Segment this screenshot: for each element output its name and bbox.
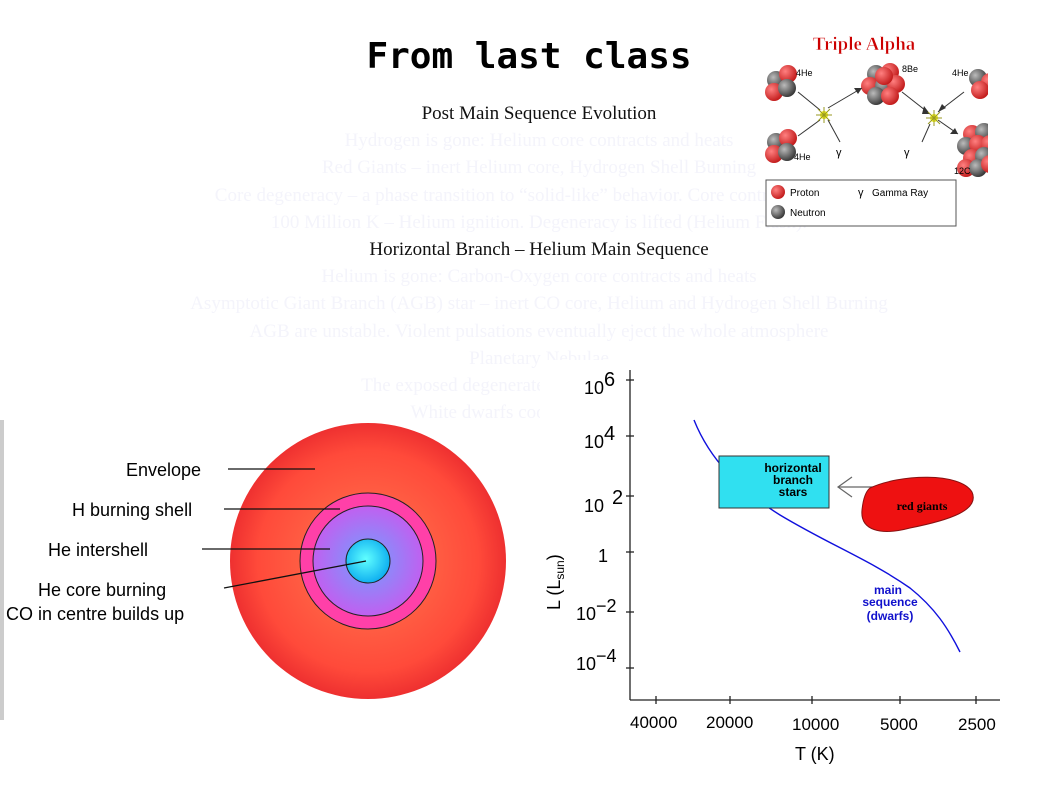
he-nucleus-1 — [765, 65, 797, 101]
label-h-burning-shell: H burning shell — [72, 500, 192, 520]
hr-diagram: 106 104 10 2 1 10−2 10−4 40000 20000 1000… — [540, 360, 1020, 780]
he-nucleus-3 — [969, 69, 988, 99]
x-tick-20000: 20000 — [706, 713, 753, 732]
y-axis-label: L (Lsun) — [544, 554, 567, 610]
he-label-3: 4He — [952, 68, 969, 78]
he-label-1: 4He — [796, 68, 813, 78]
y-tick-1e2: 10 2 — [584, 487, 623, 516]
x-tick-2500: 2500 — [958, 715, 996, 734]
line-hydrogen-gone: Hydrogen is gone: Helium core contracts … — [344, 130, 734, 152]
legend-proton: Proton — [790, 188, 819, 199]
be-label: 8Be — [902, 64, 918, 74]
line-core-degeneracy: Core degeneracy – a phase transition to … — [214, 184, 864, 206]
line-agb-unstable: AGB are unstable. Violent pulsations eve… — [249, 320, 829, 342]
he-label-2: 4He — [794, 152, 811, 162]
line-horizontal-branch: Horizontal Branch – Helium Main Sequence — [369, 239, 709, 261]
horizontal-branch-box — [718, 455, 830, 509]
hb-label-3: stars — [779, 485, 808, 499]
star-structure-diagram: Envelope H burning shell He intershell H… — [0, 420, 506, 720]
triple-alpha-title: Triple Alpha — [813, 34, 916, 55]
y-tick-1e6: 106 — [584, 369, 615, 398]
ms-label-2: sequence — [862, 595, 918, 609]
page-title: From last class — [366, 36, 692, 77]
neutron-swatch — [771, 205, 785, 219]
x-axis-label: T (K) — [795, 744, 835, 764]
line-red-giants: Red Giants – inert Helium core, Hydrogen… — [321, 157, 757, 179]
label-envelope: Envelope — [126, 460, 201, 480]
c-nucleus — [957, 123, 988, 177]
gamma-label-2: γ — [904, 147, 910, 159]
proton-swatch — [771, 185, 785, 199]
y-tick-1: 1 — [598, 546, 608, 566]
label-he-core-burning: He core burning — [38, 580, 166, 600]
he-nucleus-2 — [765, 129, 797, 163]
triple-alpha-legend — [765, 179, 957, 227]
legend-neutron: Neutron — [790, 208, 826, 219]
line-helium-gone: Helium is gone: Carbon-Oxygen core contr… — [321, 266, 757, 288]
red-giants-label: red giants — [897, 499, 948, 513]
legend-gamma: Gamma Ray — [872, 188, 928, 199]
ms-label-3: (dwarfs) — [867, 609, 914, 623]
hb-label-1: horizontal — [764, 461, 821, 475]
gamma-star-1 — [816, 107, 832, 123]
gamma-label-1: γ — [836, 147, 842, 159]
x-tick-40000: 40000 — [630, 713, 677, 732]
x-tick-10000: 10000 — [792, 715, 839, 734]
triple-alpha-figure: Triple Alpha 4He 4He 8Be 4He 12C γ γ — [765, 34, 988, 227]
y-tick-1e-4: 10−4 — [576, 646, 617, 674]
c-label: 12C — [954, 166, 971, 176]
line-post-ms: Post Main Sequence Evolution — [421, 103, 657, 124]
legend-gamma-symbol: γ — [858, 187, 864, 199]
y-tick-1e-2: 10−2 — [576, 596, 617, 624]
x-tick-5000: 5000 — [880, 715, 918, 734]
gamma-star-2 — [926, 110, 942, 126]
be-nucleus — [861, 63, 905, 105]
ms-label-1: main — [874, 583, 902, 597]
hb-label-2: branch — [773, 473, 813, 487]
line-helium-ignition: 100 Million K – Helium ignition. Degener… — [270, 211, 808, 233]
y-tick-1e4: 104 — [584, 423, 615, 452]
red-giants-region — [861, 476, 974, 532]
label-he-intershell: He intershell — [48, 540, 148, 560]
svg-text:L (Lsun): L (Lsun) — [544, 554, 567, 610]
label-co-centre: CO in centre builds up — [6, 604, 184, 624]
core-layer — [345, 538, 391, 584]
line-agb: Asymptotic Giant Branch (AGB) star – ine… — [190, 293, 888, 315]
